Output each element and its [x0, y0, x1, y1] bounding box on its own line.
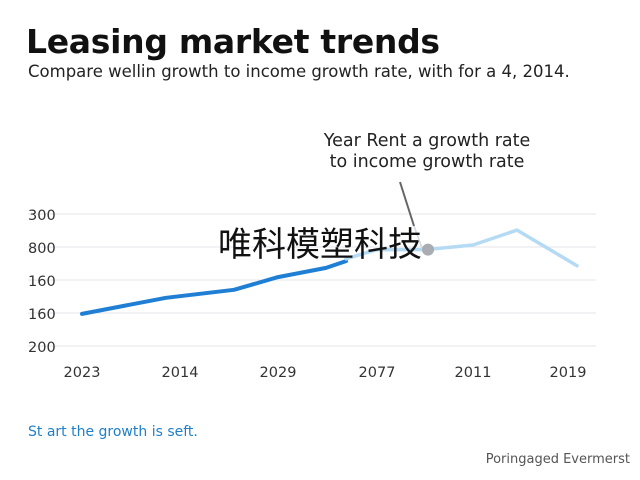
y-tick-label: 300 — [28, 208, 56, 224]
annotation-leader — [399, 181, 415, 227]
annotation-marker — [422, 243, 434, 256]
y-tick-label: 800 — [28, 241, 56, 257]
series-line-secondary — [344, 228, 579, 268]
y-axis-ticks: 300 800 160 160 200 — [28, 208, 56, 356]
watermark: 唯科模塑科技 — [218, 225, 422, 265]
y-tick-label: 160 — [28, 307, 56, 323]
series-lines — [80, 228, 579, 316]
annotation: Year Rent a growth rate to income growth… — [323, 131, 531, 256]
annotation-line-1: Year Rent a growth rate — [323, 131, 531, 151]
y-tick-label: 200 — [28, 340, 56, 356]
series-line-primary — [80, 259, 348, 316]
x-tick-label: 2011 — [455, 365, 492, 381]
y-tick-label: 160 — [28, 274, 56, 290]
chart-note: St art the growth is seft. — [28, 424, 198, 440]
chart-subtitle: Compare wellin growth to income growth r… — [28, 62, 570, 81]
x-tick-label: 2077 — [359, 365, 396, 381]
x-tick-label: 2029 — [260, 365, 297, 381]
x-tick-label: 2019 — [550, 365, 587, 381]
chart-source: Poringaged Evermerst — [485, 452, 630, 467]
grid-lines — [28, 213, 596, 347]
annotation-line-2: to income growth rate — [330, 152, 525, 172]
x-tick-label: 2014 — [162, 365, 199, 381]
x-axis-ticks: 2023 2014 2029 2077 2011 2019 — [64, 365, 587, 381]
x-tick-label: 2023 — [64, 365, 101, 381]
annotation-leader-tail — [413, 225, 423, 249]
chart-title: Leasing market trends — [26, 22, 440, 61]
